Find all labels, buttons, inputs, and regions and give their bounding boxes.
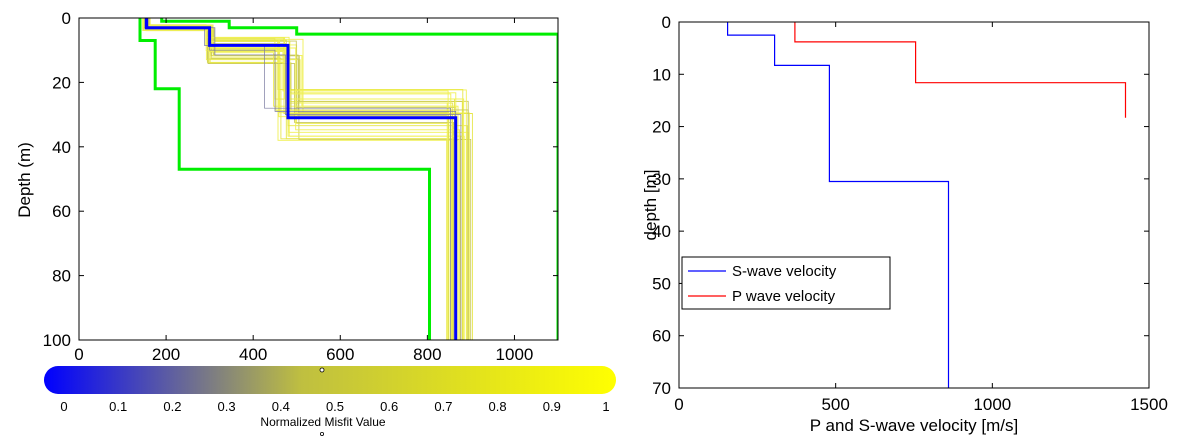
- right-plot-frame: [678, 21, 1150, 389]
- colorbar-tick-label: 0.8: [489, 399, 507, 414]
- search-bounds: [138, 18, 558, 340]
- left-x-tick-label: 1000: [496, 345, 534, 364]
- left-y-tick-label: 60: [52, 202, 71, 221]
- left-x-tick-label: 400: [239, 345, 267, 364]
- ensemble-model-line: [142, 18, 465, 340]
- colorbar-tick-label: 0.6: [380, 399, 398, 414]
- colorbar-tick-labels: 0 0.1 0.2 0.3 0.4 0.5 0.6 0.7 0.8 0.9 1: [60, 399, 609, 414]
- left-plot: 0 200 400 600 800 1000 0 20 40 60 80 100 Depth (m): [15, 9, 559, 364]
- right-y-tick-label: 0: [662, 13, 671, 32]
- colorbar-tick-label: 1: [602, 399, 609, 414]
- colorbar-tick-label: 0.9: [543, 399, 561, 414]
- ensemble-model-line: [145, 18, 473, 340]
- right-y-ticks: 0 10 20 30 40 50 60 70: [652, 13, 1149, 398]
- left-x-tick-label: 600: [326, 345, 354, 364]
- left-y-tick-label: 40: [52, 138, 71, 157]
- right-y-tick-label: 40: [652, 222, 671, 241]
- colorbar-tick-label: 0.2: [163, 399, 181, 414]
- colorbar-marker-top: [319, 367, 325, 373]
- series-line-p-wave: [794, 22, 1127, 118]
- best-model-line: [145, 18, 458, 340]
- series-line-s-wave: [726, 22, 950, 388]
- legend-label-p-wave: P wave velocity: [732, 288, 836, 305]
- left-y-axis-label: Depth (m): [15, 142, 34, 218]
- colorbar-tick-label: 0.3: [218, 399, 236, 414]
- legend-label-s-wave: S-wave velocity: [732, 263, 837, 280]
- colorbar-gradient: [44, 366, 616, 394]
- upper-search-bound-line: [160, 18, 558, 340]
- right-x-tick-label: 1000: [973, 395, 1011, 414]
- ensemble-model-line: [145, 18, 449, 340]
- right-x-axis-label: P and S-wave velocity [m/s]: [810, 416, 1019, 435]
- colorbar-tick-label: 0.5: [326, 399, 344, 414]
- colorbar: 0 0.1 0.2 0.3 0.4 0.5 0.6 0.7 0.8 0.9 1 Normalized…: [44, 366, 616, 436]
- best-model: [145, 18, 458, 340]
- right-y-axis-label: depth [m]: [641, 170, 660, 241]
- left-plot-frame: [78, 17, 559, 341]
- right-x-tick-label: 500: [821, 395, 849, 414]
- left-y-tick-label: 20: [52, 73, 71, 92]
- colorbar-tick-label: 0.1: [109, 399, 127, 414]
- right-y-tick-label: 30: [652, 170, 671, 189]
- left-y-tick-label: 100: [43, 331, 71, 350]
- left-x-tick-label: 0: [74, 345, 83, 364]
- left-x-tick-label: 200: [152, 345, 180, 364]
- left-y-tick-label: 0: [62, 9, 71, 28]
- left-y-tick-label: 80: [52, 267, 71, 286]
- right-x-tick-label: 1500: [1130, 395, 1168, 414]
- right-plot: 0 500 1000 1500 0 10 20 30 40 50 60 70 depth [m] P…: [641, 13, 1168, 435]
- colorbar-marker-bottom: [319, 431, 324, 436]
- left-x-tick-label: 800: [413, 345, 441, 364]
- left-x-ticks: 0 200 400 600 800 1000: [74, 18, 533, 364]
- colorbar-tick-label: 0.4: [272, 399, 290, 414]
- colorbar-tick-label: 0: [60, 399, 67, 414]
- lower-search-bound-line: [138, 18, 431, 340]
- right-y-tick-label: 50: [652, 274, 671, 293]
- right-y-tick-label: 20: [652, 118, 671, 137]
- legend-box: [681, 256, 891, 310]
- left-y-ticks: 0 20 40 60 80 100: [43, 9, 558, 350]
- right-x-ticks: 0 500 1000 1500: [674, 22, 1168, 414]
- left-plot-area: [78, 17, 559, 341]
- right-series-lines: [726, 22, 1127, 388]
- colorbar-tick-label: 0.7: [434, 399, 452, 414]
- right-x-tick-label: 0: [674, 395, 683, 414]
- right-y-tick-label: 10: [652, 65, 671, 84]
- right-y-tick-label: 60: [652, 327, 671, 346]
- right-y-tick-label: 70: [652, 379, 671, 398]
- legend: S-wave velocity P wave velocity: [681, 256, 891, 310]
- colorbar-label: Normalized Misfit Value: [260, 415, 385, 429]
- right-plot-area: [678, 21, 1150, 389]
